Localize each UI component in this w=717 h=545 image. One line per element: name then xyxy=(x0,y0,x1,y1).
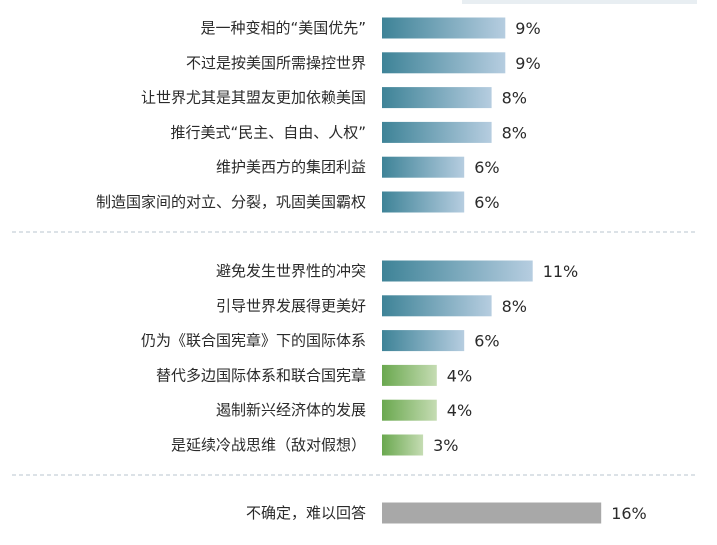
bar-label: 是延续冷战思维（敌对假想） xyxy=(171,436,366,454)
bar xyxy=(382,121,492,143)
bar-row: 替代多边国际体系和联合国宪章 4% xyxy=(156,364,472,386)
bar xyxy=(382,156,465,178)
bar-row: 遏制新兴经济体的发展 4% xyxy=(216,399,472,421)
bar xyxy=(382,434,424,456)
bar-label: 维护美西方的集团利益 xyxy=(216,158,366,176)
bar-row: 不确定，难以回答 16% xyxy=(246,502,647,524)
bar-row: 避免发生世界性的冲突 11% xyxy=(216,260,579,282)
bar-row: 推行美式“民主、自由、人权” 8% xyxy=(170,121,527,143)
bar-value-label: 6% xyxy=(474,193,499,212)
bar-label: 替代多边国际体系和联合国宪章 xyxy=(156,366,366,384)
top-corner-decoration xyxy=(462,0,697,4)
bar-row: 让世界尤其是其盟友更加依赖美国 8% xyxy=(141,87,527,109)
bar-value-label: 4% xyxy=(447,366,472,385)
bar xyxy=(382,330,465,352)
bar-label: 不过是按美国所需操控世界 xyxy=(186,54,366,72)
bar-row: 制造国家间的对立、分裂，巩固美国霸权 6% xyxy=(96,191,500,213)
bar-value-label: 3% xyxy=(433,436,458,455)
bar xyxy=(382,191,465,213)
bar xyxy=(382,399,437,421)
bar xyxy=(382,295,492,317)
bar-value-label: 6% xyxy=(474,158,499,177)
bar-row: 是一种变相的“美国优先” 9% xyxy=(200,17,541,39)
bar-row: 维护美西方的集团利益 6% xyxy=(216,156,500,178)
bar-label: 是一种变相的“美国优先” xyxy=(200,19,366,37)
bar-label: 不确定，难以回答 xyxy=(246,504,366,522)
bar xyxy=(382,52,506,74)
bar xyxy=(382,260,533,282)
bar xyxy=(382,364,437,386)
bar-value-label: 8% xyxy=(502,297,527,316)
bar-label: 避免发生世界性的冲突 xyxy=(216,262,366,280)
bar-label: 引导世界发展得更美好 xyxy=(216,297,366,315)
bar-label: 遏制新兴经济体的发展 xyxy=(216,401,366,419)
bar-row: 仍为《联合国宪章》下的国际体系 6% xyxy=(141,330,500,352)
bar-value-label: 9% xyxy=(515,54,540,73)
bar-value-label: 6% xyxy=(474,332,499,351)
bar-value-label: 4% xyxy=(447,401,472,420)
bar-label: 仍为《联合国宪章》下的国际体系 xyxy=(141,332,366,350)
bar xyxy=(382,87,492,109)
bar-label: 制造国家间的对立、分裂，巩固美国霸权 xyxy=(96,193,366,211)
bar xyxy=(382,502,602,524)
bar-value-label: 9% xyxy=(515,19,540,38)
bar-value-label: 8% xyxy=(502,123,527,142)
bar-value-label: 16% xyxy=(611,504,647,523)
bar xyxy=(382,17,506,39)
bar-row: 是延续冷战思维（敌对假想） 3% xyxy=(171,434,458,456)
bar-label: 让世界尤其是其盟友更加依赖美国 xyxy=(141,89,366,107)
bar-row: 引导世界发展得更美好 8% xyxy=(216,295,527,317)
bar-value-label: 11% xyxy=(543,262,579,281)
bar-value-label: 8% xyxy=(502,89,527,108)
bar-row: 不过是按美国所需操控世界 9% xyxy=(186,52,541,74)
bar-label: 推行美式“民主、自由、人权” xyxy=(170,123,366,141)
